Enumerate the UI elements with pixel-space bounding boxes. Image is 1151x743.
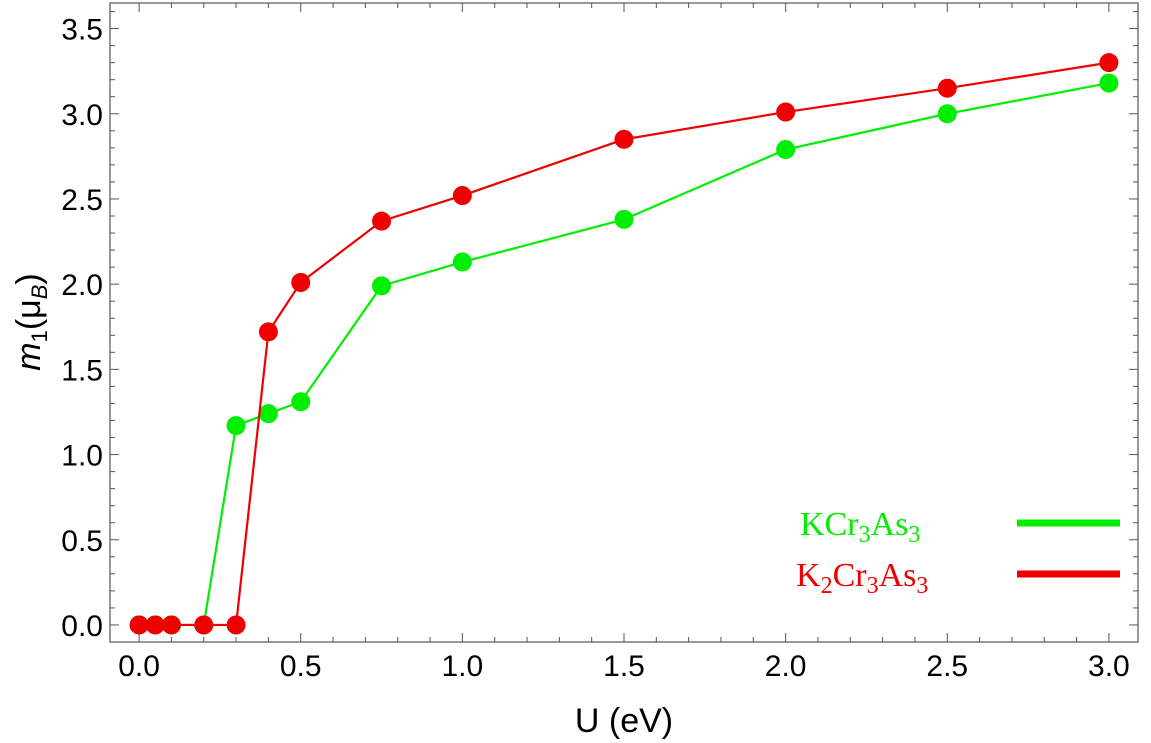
x-tick-label: 1.5: [603, 650, 645, 683]
legend-kcr3as3-part-2: 3: [859, 522, 871, 548]
legend-k2cr3as3-part-1: K: [796, 557, 821, 594]
y-tick-label: 0.5: [61, 525, 103, 558]
data-point-kcr3as3: [937, 104, 957, 124]
legend-k2cr3as3-part-3: Cr: [833, 557, 868, 594]
series-layer: [129, 53, 1119, 635]
y-axis-open-paren: (: [10, 318, 48, 330]
data-point-k2cr3as3: [937, 78, 957, 98]
data-point-k2cr3as3: [129, 615, 149, 635]
data-point-k2cr3as3: [258, 322, 278, 342]
data-point-k2cr3as3: [776, 102, 796, 122]
data-point-kcr3as3: [291, 392, 311, 412]
y-tick-label: 3.0: [61, 99, 103, 132]
y-tick-label: 1.0: [61, 440, 103, 473]
y-axis-mu: μ: [10, 299, 48, 319]
data-point-kcr3as3: [372, 276, 392, 296]
data-point-kcr3as3: [452, 252, 472, 272]
y-axis-close-paren: ): [10, 273, 48, 284]
y-tick-label: 3.5: [61, 14, 103, 47]
legend-kcr3as3-part-1: KCr: [800, 506, 859, 543]
y-tick-label: 2.0: [61, 269, 103, 302]
data-point-k2cr3as3: [1099, 53, 1119, 73]
plot-frame: [109, 2, 1139, 643]
data-point-k2cr3as3: [194, 615, 214, 635]
legend-k2cr3as3-part-2: 2: [821, 573, 833, 599]
data-point-k2cr3as3: [372, 211, 392, 231]
x-tick-label: 0.0: [118, 650, 160, 683]
series-k2cr3as3: [129, 53, 1119, 635]
axis-ticks: [110, 3, 1138, 642]
legend-k2cr3as3-part-4: 3: [867, 573, 879, 599]
x-tick-label: 0.5: [280, 650, 322, 683]
y-axis-title: m1(μB): [10, 273, 52, 371]
legend-kcr3as3-part-3: As: [871, 506, 909, 543]
y-tick-label: 0.0: [61, 610, 103, 643]
x-axis-title: U (eV): [575, 702, 673, 740]
axis-tick-labels: 0.0 0.5 1.0 1.5 2.0 2.5 3.0 0.0 0.5 1.0 1.5 2.0 2.5 3…: [61, 14, 1129, 683]
y-tick-label: 1.5: [61, 354, 103, 387]
legend-label-kcr3as3: KCr3As3: [800, 506, 920, 548]
data-point-k2cr3as3: [291, 272, 311, 292]
data-point-k2cr3as3: [226, 615, 246, 635]
legend-k2cr3as3-part-5: As: [879, 557, 917, 594]
x-tick-label: 1.0: [442, 650, 484, 683]
data-point-kcr3as3: [226, 416, 246, 436]
legend: KCr3As3 K2Cr3As3: [796, 506, 1120, 599]
series-kcr3as3: [129, 73, 1119, 635]
legend-label-k2cr3as3: K2Cr3As3: [796, 557, 928, 599]
series-line-kcr3as3: [139, 82, 1110, 627]
y-tick-label: 2.5: [61, 184, 103, 217]
y-axis-var: m: [10, 342, 48, 370]
data-point-k2cr3as3: [614, 129, 634, 149]
legend-kcr3as3-part-4: 3: [908, 522, 920, 548]
data-point-kcr3as3: [258, 404, 278, 424]
data-point-kcr3as3: [776, 140, 796, 160]
data-point-kcr3as3: [614, 209, 634, 229]
x-tick-label: 2.0: [765, 650, 807, 683]
y-axis-var-sub: 1: [27, 330, 52, 342]
x-tick-label: 3.0: [1088, 650, 1130, 683]
data-point-k2cr3as3: [145, 615, 165, 635]
data-point-k2cr3as3: [161, 615, 181, 635]
data-point-kcr3as3: [1099, 73, 1119, 93]
legend-k2cr3as3-part-6: 3: [916, 573, 928, 599]
data-point-k2cr3as3: [452, 186, 472, 206]
x-tick-label: 2.5: [926, 650, 968, 683]
y-axis-mu-sub: B: [27, 285, 52, 300]
